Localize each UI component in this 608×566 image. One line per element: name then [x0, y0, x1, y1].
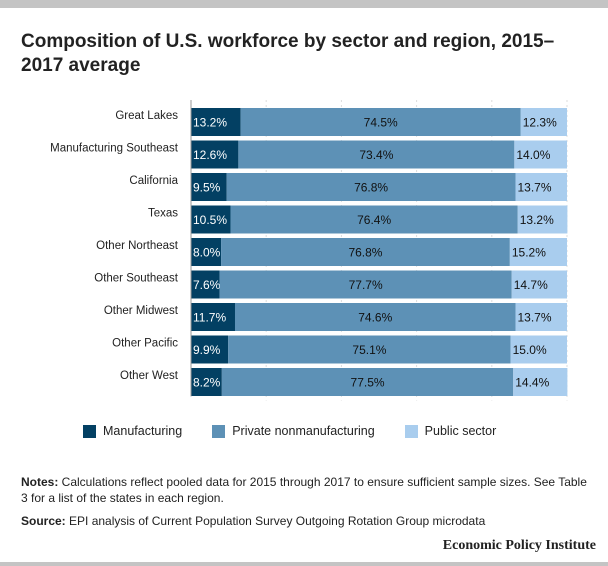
- data-label: 73.4%: [359, 148, 393, 162]
- data-label: 8.2%: [193, 376, 221, 390]
- legend-swatch: [404, 424, 418, 438]
- data-label: 15.2%: [512, 246, 546, 260]
- legend-label: Public sector: [424, 424, 497, 438]
- category-label: Other Northeast: [96, 240, 179, 252]
- data-label: 9.9%: [193, 343, 221, 357]
- legend-label: Private nonmanufacturing: [232, 424, 375, 438]
- data-label: 11.7%: [193, 311, 226, 325]
- bar-segment: [230, 205, 518, 234]
- data-label: 7.6%: [193, 278, 221, 292]
- bar-segment: [219, 270, 512, 299]
- category-label: Great Lakes: [115, 110, 178, 122]
- legend-item: Manufacturing: [83, 424, 182, 438]
- bar-segment: [240, 108, 521, 136]
- data-label: 12.3%: [523, 116, 557, 130]
- bottom-bar: [0, 562, 608, 566]
- category-label: Other West: [120, 370, 179, 382]
- data-label: 10.5%: [193, 213, 227, 227]
- notes-text: Calculations reflect pooled data for 201…: [21, 475, 587, 505]
- chart-title: Composition of U.S. workforce by sector …: [21, 31, 555, 76]
- bar-segment: [191, 303, 235, 331]
- data-label: 77.7%: [349, 278, 383, 292]
- data-label: 77.5%: [351, 376, 385, 390]
- source: Source: EPI analysis of Current Populati…: [21, 514, 485, 528]
- category-label: Other Southeast: [94, 273, 179, 285]
- data-label: 12.6%: [193, 148, 227, 162]
- data-label: 74.5%: [364, 116, 398, 130]
- data-label: 13.2%: [520, 213, 554, 227]
- bar-segment: [221, 238, 510, 266]
- data-label: 14.0%: [516, 148, 550, 162]
- bar-segment: [515, 173, 567, 201]
- bar-segment: [520, 108, 567, 136]
- bar-segment: [514, 140, 567, 169]
- source-label: Source:: [21, 514, 66, 528]
- bar-segment: [191, 140, 239, 169]
- category-label: Other Midwest: [104, 305, 179, 317]
- legend-label: Manufacturing: [103, 424, 183, 438]
- top-bar: [0, 0, 608, 8]
- data-label: 13.2%: [193, 116, 227, 130]
- bar-segment: [515, 303, 567, 331]
- bar-segment: [191, 173, 227, 201]
- bar-segment: [221, 368, 514, 396]
- data-label: 9.5%: [193, 181, 221, 195]
- bar-segment: [226, 173, 516, 201]
- bar-segment: [511, 270, 567, 299]
- category-label: California: [129, 175, 178, 187]
- data-label: 14.7%: [514, 278, 548, 292]
- data-label: 8.0%: [193, 246, 221, 260]
- bar-segment: [191, 238, 222, 266]
- data-label: 15.0%: [513, 343, 547, 357]
- bar-chart: Great Lakes 13.2% 74.5% 12.3% Manufacturing …: [50, 100, 568, 401]
- bar-segment: [228, 335, 511, 364]
- data-label: 74.6%: [358, 311, 392, 325]
- bar-segment: [238, 140, 515, 169]
- bar-segment: [509, 238, 567, 266]
- notes-label: Notes:: [21, 475, 59, 489]
- category-label: Manufacturing Southeast: [50, 143, 179, 155]
- legend-swatch: [212, 424, 226, 438]
- bar-segment: [234, 303, 516, 331]
- bar-segment: [517, 205, 568, 234]
- legend-item: Private nonmanufacturing: [212, 424, 375, 438]
- bar-segment: [513, 368, 568, 396]
- bar-segment: [191, 368, 222, 396]
- category-label: Texas: [148, 208, 178, 220]
- data-label: 13.7%: [517, 311, 551, 325]
- bar-segment: [191, 108, 241, 136]
- epi-logo: Economic Policy Institute: [442, 538, 596, 553]
- data-label: 76.4%: [357, 213, 391, 227]
- bar-segment: [191, 270, 220, 299]
- data-label: 75.1%: [352, 343, 386, 357]
- data-label: 13.7%: [517, 181, 551, 195]
- bar-segment: [510, 335, 567, 364]
- legend-swatch: [83, 424, 96, 438]
- legend: Manufacturing Private nonmanufacturing Pub…: [83, 424, 526, 438]
- bar-segment: [191, 205, 231, 234]
- notes: Notes: Calculations reflect pooled data …: [21, 474, 591, 506]
- category-label: Other Pacific: [112, 338, 178, 350]
- data-label: 76.8%: [354, 181, 388, 195]
- data-label: 76.8%: [348, 246, 382, 260]
- bar-segment: [191, 335, 229, 364]
- data-label: 14.4%: [515, 376, 549, 390]
- legend-item: Public sector: [404, 424, 497, 438]
- source-text: EPI analysis of Current Population Surve…: [65, 514, 486, 528]
